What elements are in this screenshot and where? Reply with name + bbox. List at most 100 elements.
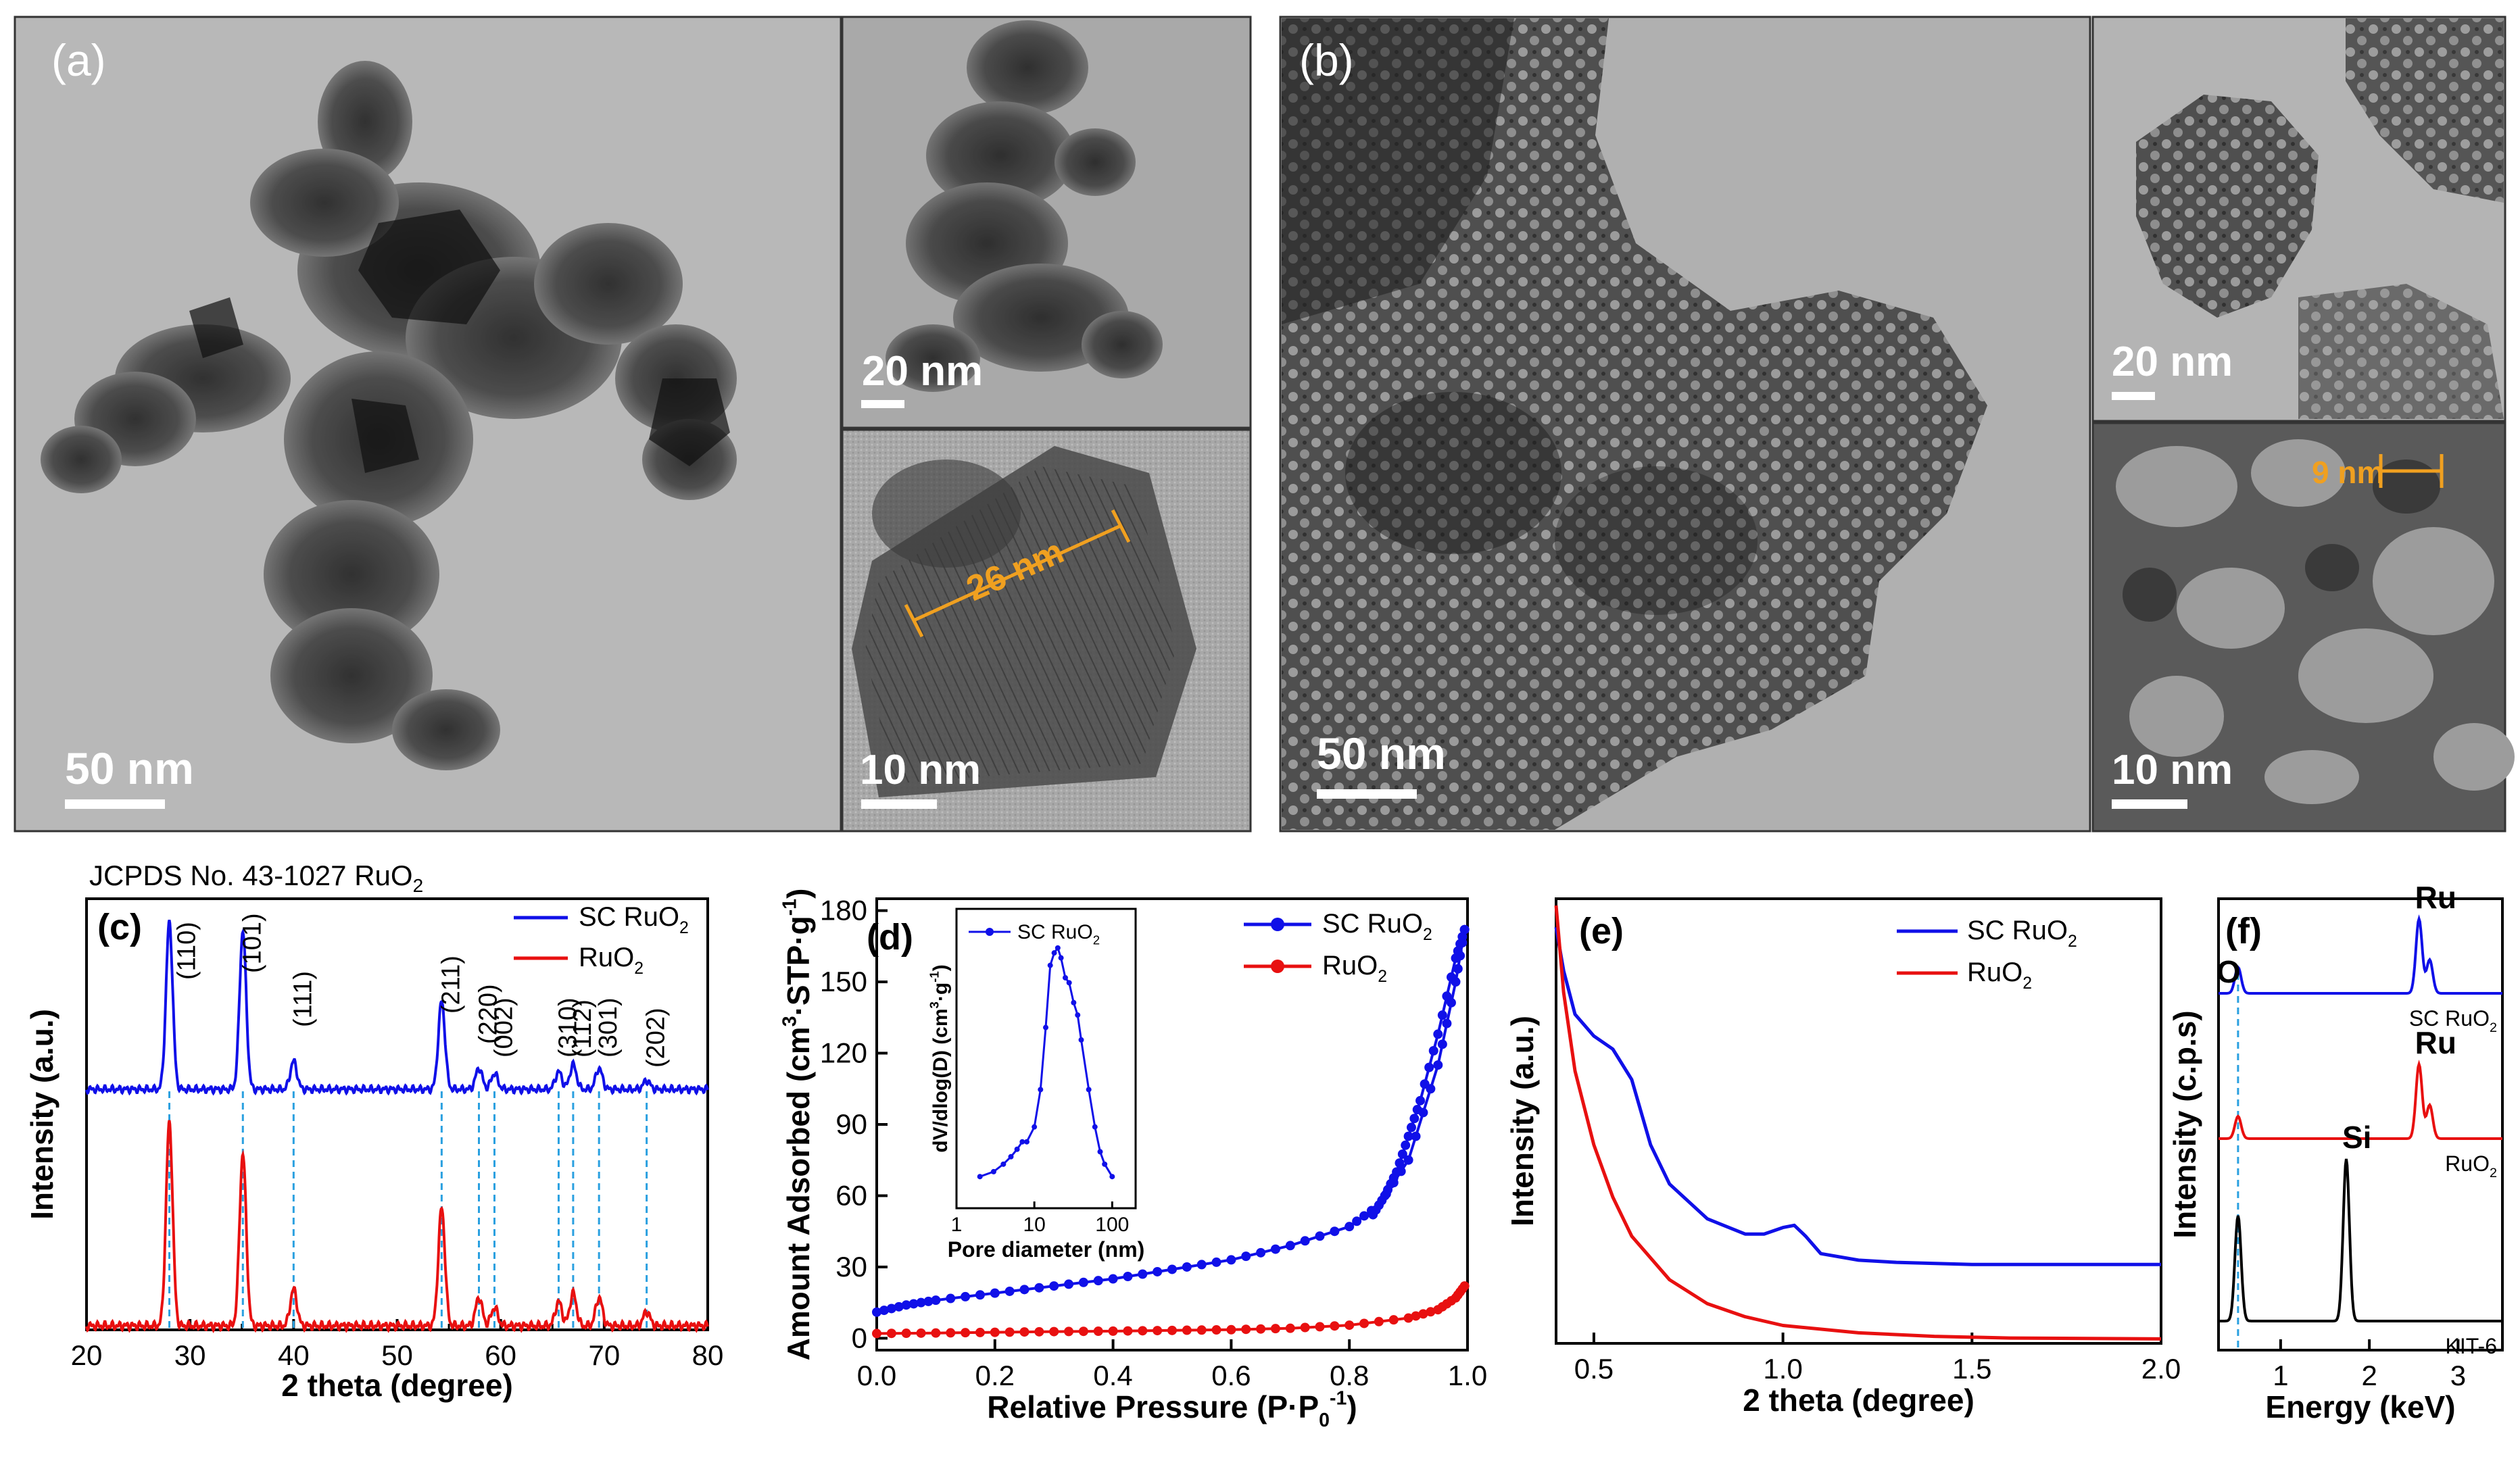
chart-d-data-point	[879, 1306, 889, 1316]
chart-e-series-line	[1554, 926, 2161, 1266]
chart-d-data-point	[1182, 1325, 1192, 1335]
chart-d-data-point	[1019, 1285, 1029, 1295]
chart-d-data-point	[1167, 1264, 1177, 1274]
chart-d-inset-point	[1047, 962, 1053, 968]
chart-d-data-point	[931, 1295, 941, 1306]
chart-e: 0.5 1.0 1.5 2.0 2 theta (degree) Intensity (a…	[1505, 897, 2181, 1418]
chart-d-data-point	[1270, 1244, 1280, 1254]
chart-d-data-point	[1330, 1226, 1340, 1237]
chart-c-label: (c)	[97, 907, 142, 947]
chart-c-xtick-label: 50	[381, 1339, 413, 1371]
chart-f-trace	[2219, 1158, 2502, 1322]
chart-d-data-point	[1196, 1260, 1207, 1270]
chart-d-data-point	[1374, 1316, 1384, 1326]
chart-d-data-point	[946, 1328, 956, 1338]
chart-d-data-point	[1064, 1279, 1074, 1289]
chart-d-inset-xtick-label: 100	[1095, 1214, 1129, 1236]
chart-d-data-point	[1093, 1276, 1103, 1286]
chart-c-xtick-label: 60	[485, 1339, 516, 1371]
chart-d-xlabel-part-0: Relative Pressure (P·P	[987, 1389, 1319, 1424]
chart-f-ylabel: Intensity (c.p.s)	[2167, 1010, 2202, 1238]
chart-d-data-point	[886, 1329, 896, 1339]
chart-d-data-point	[1359, 1211, 1370, 1221]
chart-e-xtick-label: 0.5	[1574, 1353, 1614, 1385]
chart-d-inset-point	[1038, 1087, 1044, 1093]
chart-c-ylabel: Intensity (a.u.)	[24, 1009, 59, 1220]
chart-e-frame	[1555, 897, 2162, 1345]
chart-d-inset-point	[1102, 1161, 1108, 1167]
chart-d-data-point	[1285, 1241, 1295, 1251]
chart-d-legend-entry: RuO2	[1322, 951, 1387, 986]
chart-f-peak-label: Ru	[2415, 880, 2456, 915]
chart-d-inset-legend-marker	[986, 928, 994, 936]
chart-f-peak-label: Si	[2342, 1120, 2371, 1155]
chart-d-data-point	[1034, 1326, 1044, 1337]
chart-d-data-point	[901, 1329, 911, 1339]
chart-d-inset-point	[1058, 955, 1064, 961]
chart-d-data-point	[1182, 1262, 1192, 1272]
chart-d-data-point	[1211, 1325, 1221, 1335]
chart-f-trace-name-part-1: 2	[2490, 1020, 2497, 1035]
chart-d-inset-point	[1032, 1124, 1038, 1130]
chart-d-ytick-label: 120	[820, 1037, 867, 1069]
panel-a-inset-top-scale: 20 nm	[862, 348, 983, 395]
chart-f-label: (f)	[2225, 911, 2262, 951]
panel-b-main-scale-label: 50 nm	[1317, 728, 1446, 778]
chart-f-peak-label: Ru	[2415, 1025, 2456, 1060]
chart-d-inset-legend: SC RuO2	[1017, 921, 1100, 947]
chart-d-inset-point	[1000, 1161, 1007, 1167]
chart-d-data-point	[1108, 1326, 1118, 1336]
chart-d-xtick-label: 0.4	[1093, 1360, 1132, 1391]
chart-d-inset-ylabel-part-0: dV/dlog(D) (cm	[929, 1008, 952, 1152]
chart-c-hkl-label: (101)	[238, 913, 266, 973]
chart-d-data-point	[1406, 1122, 1416, 1133]
chart-d-data-point	[1138, 1269, 1148, 1279]
chart-d-data-point	[1078, 1326, 1088, 1337]
chart-d-data-point	[1064, 1326, 1074, 1337]
chart-d-data-point	[1420, 1079, 1430, 1089]
chart-c-legend-entry: RuO2	[579, 943, 644, 978]
chart-d-inset-point	[977, 1174, 983, 1180]
chart-d-data-point	[1397, 1149, 1407, 1159]
chart-d-data-point	[1388, 1315, 1399, 1325]
chart-d-data-point	[1418, 1309, 1428, 1319]
chart-f-trace-name-part-1: 2	[2490, 1166, 2497, 1181]
chart-c-hkl-label: (110)	[173, 922, 201, 980]
chart-d-data-point	[1019, 1327, 1029, 1337]
chart-d-data-point	[1078, 1277, 1088, 1287]
chart-d-data-point	[961, 1291, 971, 1301]
chart-c-series-sc-ruo2	[85, 919, 709, 1096]
chart-c-hkl-label: (111)	[289, 971, 317, 1027]
chart-d-inset-legend-part-1: 2	[1093, 933, 1100, 947]
panel-a-main-image	[14, 16, 842, 833]
chart-d-ylabel: Amount Adsorbed (cm3·STP·g-1)	[779, 889, 816, 1361]
chart-d-data-point	[975, 1327, 985, 1337]
chart-d-xlabel-part-2: -1	[1330, 1388, 1347, 1410]
panel-b-inset-bottom: 9 nm 10 nm	[2091, 422, 2515, 833]
chart-d-data-point	[1409, 1114, 1420, 1124]
chart-d-data-point	[886, 1303, 896, 1314]
chart-d-xtick-label: 0.8	[1330, 1360, 1369, 1391]
chart-f-xtick-label: 1	[2273, 1360, 2288, 1391]
chart-d-data-point	[1256, 1247, 1266, 1258]
chart-d-data-point	[1211, 1257, 1221, 1267]
chart-c-hkl-label: (002)	[489, 997, 518, 1058]
chart-d-inset-point	[1078, 1037, 1084, 1043]
chart-d-data-point	[1344, 1320, 1355, 1331]
chart-d-inset-point	[1109, 1174, 1115, 1180]
panel-b-label: (b)	[1299, 35, 1354, 85]
panel-b-main-image	[1279, 16, 2091, 833]
chart-d-data-point	[990, 1327, 1000, 1337]
chart-d-data-point	[1433, 1029, 1443, 1039]
chart-c-hkl-label: (220)	[475, 984, 503, 1044]
chart-d-inset-point	[1097, 1149, 1103, 1155]
chart-d-data-point	[1395, 1158, 1405, 1168]
chart-d-ytick-label: 180	[820, 895, 867, 926]
chart-d-data-point	[1453, 964, 1463, 974]
chart-d-data-point	[1226, 1255, 1236, 1265]
panel-b: (b) 50 nm 20 nm	[1279, 16, 2515, 833]
chart-e-xtick-label: 2.0	[2141, 1353, 2181, 1385]
chart-f-xtick-label: 2	[2361, 1360, 2377, 1391]
chart-d-inset-ylabel-part-4: )	[929, 964, 952, 971]
chart-d-data-point	[1411, 1311, 1421, 1321]
